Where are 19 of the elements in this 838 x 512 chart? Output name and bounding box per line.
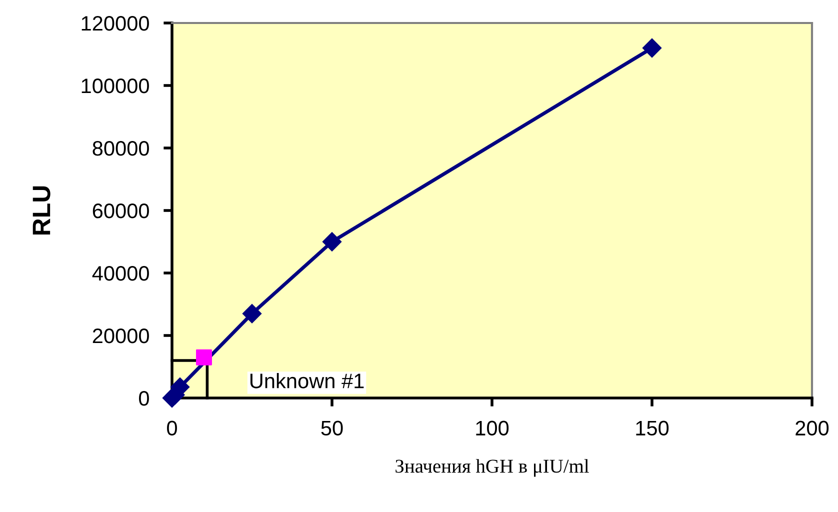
point — [242, 304, 262, 324]
x-tick-label: 150 — [636, 420, 669, 436]
x-tick-label: 100 — [476, 420, 509, 436]
y-tick-label: 80000 — [92, 141, 149, 156]
y-tick-label: 100000 — [82, 78, 149, 94]
y-tick-label: 120000 — [82, 16, 149, 31]
annotation: Unknown #1 — [250, 373, 364, 388]
x-tick-label: 200 — [796, 420, 829, 436]
x-tick-label: 50 — [321, 420, 343, 436]
y-tick-label: 0 — [139, 391, 149, 406]
point — [196, 349, 212, 366]
y-axis-title: RLU — [32, 186, 50, 235]
x-axis-title: Значения hGH в μIU/ml — [396, 459, 589, 477]
y-tick-label: 20000 — [92, 328, 149, 344]
point — [322, 232, 342, 252]
point — [642, 38, 662, 58]
y-tick-label: 60000 — [92, 204, 149, 218]
x-tick-label: 0 — [167, 420, 177, 436]
y-tick-label: 40000 — [92, 266, 149, 281]
